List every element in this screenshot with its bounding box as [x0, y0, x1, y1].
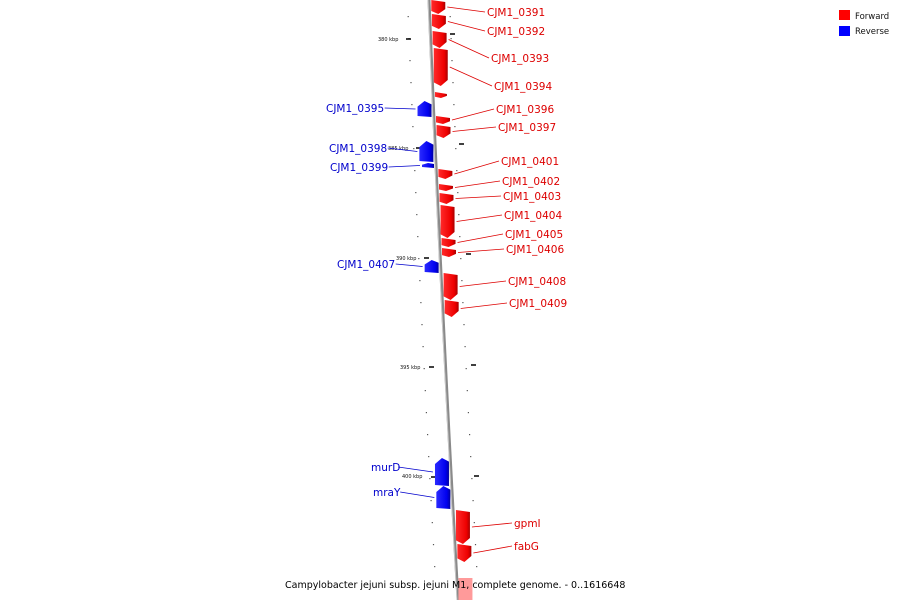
- gene-label-gpmI[interactable]: gpmI: [514, 518, 541, 530]
- gene-leader-line: [452, 126, 497, 132]
- gene-label-CJM1_0394[interactable]: CJM1_0394: [494, 81, 552, 93]
- gene-label-CJM1_0403[interactable]: CJM1_0403: [503, 191, 561, 203]
- gene-leader-line: [471, 522, 513, 528]
- gene-label-CJM1_0402[interactable]: CJM1_0402: [502, 176, 560, 188]
- gene-leader-line: [459, 280, 507, 287]
- genome-caption: Campylobacter jejuni subsp. jejuni M1, c…: [285, 580, 625, 591]
- legend-swatch-forward: [839, 10, 850, 20]
- gene-label-CJM1_0409[interactable]: CJM1_0409: [509, 298, 567, 310]
- gene-leader-line: [460, 302, 508, 309]
- gene-arrow-CJM1_0396[interactable]: [436, 116, 450, 124]
- gene-label-fabG[interactable]: fabG: [514, 541, 539, 553]
- gene-fragment[interactable]: [434, 92, 447, 98]
- legend: Forward Reverse: [839, 10, 889, 37]
- legend-label-reverse: Reverse: [855, 27, 889, 37]
- gene-arrow-CJM1_0404[interactable]: [440, 205, 455, 238]
- gene-arrow-CJM1_0399[interactable]: [422, 163, 435, 168]
- gene-leader-line: [388, 165, 421, 168]
- tick-label: 395 kbp: [400, 365, 420, 371]
- gene-leader-line: [449, 66, 493, 87]
- gene-track: CJM1_0391 CJM1_0392 CJM1_0393 CJM1_0394 CJM1…: [326, 0, 567, 600]
- gene-arrow-CJM1_0398[interactable]: [419, 141, 434, 162]
- gene-label-CJM1_0407[interactable]: CJM1_0407: [337, 259, 395, 271]
- gene-arrow-CJM1_0394[interactable]: [433, 48, 448, 86]
- gene-arrow-CJM1_0401[interactable]: [438, 169, 453, 179]
- gene-arrow-CJM1_0395[interactable]: [417, 101, 432, 117]
- gene-label-CJM1_0401[interactable]: CJM1_0401: [501, 156, 559, 168]
- gene-label-CJM1_0404[interactable]: CJM1_0404: [504, 210, 562, 222]
- gene-leader-line: [395, 263, 423, 267]
- gene-arrow-CJM1_0402[interactable]: [438, 184, 453, 191]
- gene-label-CJM1_0398[interactable]: CJM1_0398: [329, 143, 387, 155]
- legend-swatch-reverse: [839, 26, 850, 36]
- gene-label-CJM1_0391[interactable]: CJM1_0391: [487, 7, 545, 19]
- gene-arrow-CJM1_0409[interactable]: [444, 300, 459, 317]
- gene-arrow-gpmI[interactable]: [455, 510, 470, 544]
- gene-label-CJM1_0392[interactable]: CJM1_0392: [487, 26, 545, 38]
- gene-arrow-CJM1_0406[interactable]: [441, 248, 456, 257]
- gene-leader-line: [451, 108, 495, 121]
- gene-arrow-partial[interactable]: [458, 578, 473, 600]
- tick-label: 380 kbp: [378, 37, 398, 43]
- gene-label-mraY[interactable]: mraY: [373, 487, 401, 499]
- gene-leader-line: [457, 233, 504, 243]
- gene-arrow-murD[interactable]: [434, 458, 449, 486]
- gene-label-murD[interactable]: murD: [371, 462, 400, 474]
- gene-leader-line: [447, 6, 486, 13]
- gene-leader-line: [400, 491, 435, 498]
- gene-label-CJM1_0397[interactable]: CJM1_0397: [498, 122, 556, 134]
- gene-leader-line: [448, 39, 490, 59]
- major-ticks: 380 kbp 385 kbp 390 kbp 395 kbp 400 kbp: [378, 33, 479, 480]
- gene-label-CJM1_0406[interactable]: CJM1_0406: [506, 244, 564, 256]
- gene-leader-line: [447, 21, 486, 32]
- minor-ticks: [407, 16, 478, 568]
- genome-backbone: [427, 0, 460, 600]
- gene-label-CJM1_0395[interactable]: CJM1_0395: [326, 103, 384, 115]
- gene-leader-line: [384, 107, 416, 110]
- gene-arrow-CJM1_0403[interactable]: [439, 193, 454, 204]
- gene-leader-line: [454, 160, 500, 175]
- gene-arrow-CJM1_0393[interactable]: [432, 31, 447, 48]
- gene-label-CJM1_0405[interactable]: CJM1_0405: [505, 229, 563, 241]
- gene-arrow-mraY[interactable]: [436, 486, 451, 509]
- gene-label-CJM1_0396[interactable]: CJM1_0396: [496, 104, 554, 116]
- gene-label-CJM1_0399[interactable]: CJM1_0399: [330, 162, 388, 174]
- gene-leader-line: [455, 195, 502, 199]
- gene-leader-line: [457, 248, 505, 253]
- gene-arrow-CJM1_0392[interactable]: [431, 14, 446, 29]
- gene-leader-line: [456, 214, 503, 222]
- gene-arrow-fabG[interactable]: [457, 544, 472, 562]
- gene-arrow-CJM1_0407[interactable]: [424, 260, 439, 273]
- gene-leader-line: [387, 147, 418, 152]
- gene-leader-line: [473, 545, 513, 554]
- tick-label: 390 kbp: [396, 256, 416, 262]
- gene-arrow-CJM1_0408[interactable]: [443, 273, 458, 300]
- gene-leader-line: [398, 466, 434, 473]
- gene-leader-line: [454, 180, 501, 188]
- tick-label: 400 kbp: [402, 474, 422, 480]
- gene-label-CJM1_0408[interactable]: CJM1_0408: [508, 276, 566, 288]
- gene-arrow-CJM1_0391[interactable]: [431, 0, 446, 14]
- gene-label-CJM1_0393[interactable]: CJM1_0393: [491, 53, 549, 65]
- gene-arrow-CJM1_0397[interactable]: [436, 125, 451, 138]
- gene-arrow-CJM1_0405[interactable]: [441, 238, 456, 247]
- legend-label-forward: Forward: [855, 12, 889, 22]
